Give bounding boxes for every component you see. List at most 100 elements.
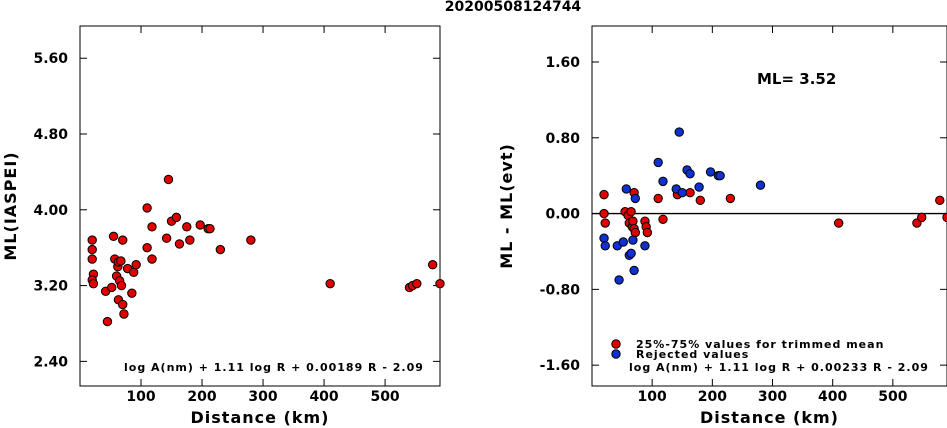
rejected-point bbox=[677, 188, 687, 198]
trimmed-mean-point bbox=[833, 218, 844, 228]
right-residual-panel: 100 200 300 400 500 -1.60 -0.80 0.00 0.80 1.60 Dis… bbox=[497, 25, 947, 427]
plot-frame bbox=[79, 25, 441, 387]
data-point bbox=[116, 256, 126, 266]
x-tick-label: 200 bbox=[698, 389, 727, 405]
trimmed-mean-point bbox=[658, 214, 668, 224]
data-point bbox=[127, 288, 137, 298]
rejected-point bbox=[630, 193, 641, 204]
rejected-point bbox=[614, 275, 624, 285]
data-point bbox=[142, 242, 152, 253]
trimmed-mean-point bbox=[600, 218, 610, 228]
rejected-point bbox=[674, 127, 684, 137]
data-point bbox=[147, 222, 157, 232]
trimmed-mean-point bbox=[628, 216, 638, 226]
trimmed-mean-point bbox=[642, 227, 653, 238]
trimmed-mean-point bbox=[599, 189, 609, 200]
data-point bbox=[182, 222, 192, 232]
rejected-point bbox=[715, 170, 725, 181]
ml-value-text: ML= 3.52 bbox=[757, 70, 836, 88]
y-tick-label: 0.80 bbox=[545, 131, 580, 147]
data-point bbox=[325, 278, 335, 289]
rejected-point bbox=[600, 241, 610, 251]
data-point bbox=[435, 278, 445, 289]
legend-marker bbox=[611, 349, 621, 359]
data-point bbox=[118, 299, 128, 310]
legend-label: Rejected values bbox=[636, 348, 749, 361]
trimmed-mean-point bbox=[942, 212, 947, 223]
left-scatter-panel: 100 200 300 400 500 2.40 3.20 4.00 4.80 5.60 Dista… bbox=[1, 25, 445, 427]
data-point bbox=[205, 224, 215, 234]
data-point bbox=[119, 309, 129, 319]
data-point bbox=[142, 203, 152, 213]
rejected-point bbox=[694, 182, 704, 192]
legend-marker bbox=[611, 339, 621, 349]
data-point bbox=[163, 174, 174, 185]
rejected-point bbox=[629, 265, 639, 276]
formula-annotation: log A(nm) + 1.11 log R + 0.00233 R - 2.0… bbox=[629, 361, 929, 374]
x-tick-label: 300 bbox=[248, 389, 277, 405]
rejected-point bbox=[653, 157, 663, 168]
data-point bbox=[88, 278, 99, 289]
formula-annotation: log A(nm) + 1.11 log R + 0.00189 R - 2.0… bbox=[124, 361, 424, 374]
y-tick-label: -0.80 bbox=[540, 282, 581, 298]
y-tick-label: 3.20 bbox=[33, 279, 68, 295]
data-point bbox=[185, 235, 195, 245]
data-point bbox=[102, 316, 113, 327]
rejected-point bbox=[640, 241, 650, 251]
data-point bbox=[171, 212, 182, 223]
y-axis-label: ML(IASPEI) bbox=[1, 151, 20, 260]
y-axis-label: ML - ML(evt) bbox=[497, 143, 516, 269]
rejected-point bbox=[621, 184, 631, 194]
data-point bbox=[412, 278, 422, 289]
data-point bbox=[246, 235, 256, 245]
data-point bbox=[116, 280, 127, 291]
rejected-point bbox=[628, 235, 638, 245]
data-point bbox=[147, 254, 157, 264]
y-tick-label: 0.00 bbox=[545, 207, 580, 223]
y-tick-label: 5.60 bbox=[33, 51, 68, 67]
x-tick-label: 100 bbox=[126, 389, 155, 405]
trimmed-mean-point bbox=[626, 206, 636, 217]
x-tick-label: 500 bbox=[370, 389, 399, 405]
trimmed-mean-point bbox=[917, 212, 927, 223]
x-axis-label: Distance (km) bbox=[700, 408, 839, 427]
trimmed-mean-point bbox=[935, 195, 945, 206]
figure-title: 20200508124744 bbox=[445, 0, 582, 15]
data-point bbox=[215, 244, 226, 255]
rejected-point bbox=[685, 169, 695, 179]
trimmed-mean-point bbox=[599, 208, 609, 219]
x-tick-label: 200 bbox=[187, 389, 216, 405]
data-point bbox=[87, 254, 97, 264]
rejected-point bbox=[626, 248, 636, 259]
y-tick-label: 2.40 bbox=[33, 354, 68, 370]
x-tick-label: 500 bbox=[878, 389, 907, 405]
y-tick-label: 4.80 bbox=[33, 127, 68, 143]
trimmed-mean-point bbox=[695, 195, 706, 206]
plot-frame bbox=[591, 25, 947, 387]
data-point bbox=[195, 220, 205, 230]
x-axis-label: Distance (km) bbox=[191, 408, 330, 427]
data-point bbox=[107, 282, 117, 293]
rejected-point bbox=[618, 237, 628, 247]
rejected-point bbox=[705, 167, 716, 177]
data-point bbox=[131, 260, 141, 270]
x-tick-label: 400 bbox=[818, 389, 847, 405]
legend-label: 25%-75% values for trimmed mean bbox=[636, 338, 884, 351]
x-tick-label: 400 bbox=[309, 389, 338, 405]
data-point bbox=[87, 244, 97, 255]
rejected-point bbox=[658, 176, 668, 187]
data-point bbox=[174, 239, 185, 249]
rejected-point bbox=[755, 180, 766, 190]
trimmed-mean-point bbox=[685, 188, 695, 198]
data-point bbox=[118, 235, 128, 245]
x-tick-label: 100 bbox=[638, 389, 667, 405]
data-point bbox=[427, 260, 438, 270]
y-tick-label: 4.00 bbox=[33, 203, 68, 219]
data-point bbox=[87, 235, 97, 245]
rejected-point bbox=[599, 233, 609, 243]
data-point bbox=[161, 233, 172, 243]
y-tick-label: -1.60 bbox=[540, 358, 581, 374]
trimmed-mean-point bbox=[653, 193, 663, 204]
y-tick-label: 1.60 bbox=[545, 55, 580, 71]
